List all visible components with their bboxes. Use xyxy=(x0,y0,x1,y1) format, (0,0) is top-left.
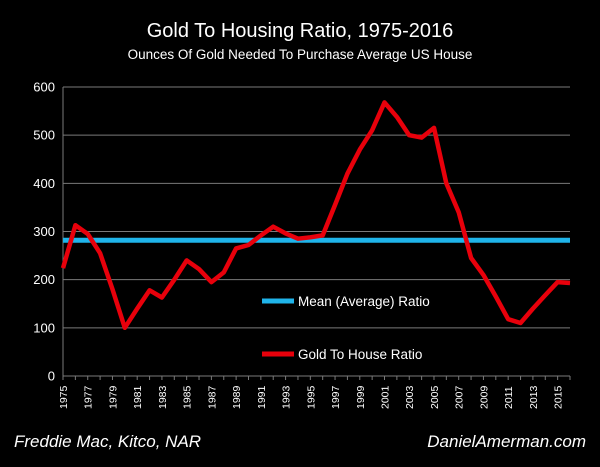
x-tick-label: 2015 xyxy=(553,385,565,409)
x-tick-label: 1991 xyxy=(256,385,268,409)
footer-site: DanielAmerman.com xyxy=(427,432,586,451)
x-tick-label: 1995 xyxy=(305,385,317,409)
x-tick-label: 1983 xyxy=(157,385,169,409)
footer-source: Freddie Mac, Kitco, NAR xyxy=(14,432,201,451)
legend-label-mean: Mean (Average) Ratio xyxy=(298,294,430,309)
x-tick-label: 2013 xyxy=(528,385,540,409)
x-tick-label: 1985 xyxy=(182,385,194,409)
x-tick-label: 1989 xyxy=(231,385,243,409)
chart-subtitle: Ounces Of Gold Needed To Purchase Averag… xyxy=(128,47,473,62)
x-tick-label: 2011 xyxy=(503,386,515,409)
y-tick-label: 500 xyxy=(33,128,55,143)
data-series xyxy=(60,100,571,331)
x-tick-label: 1975 xyxy=(58,385,70,409)
x-tick-label: 1997 xyxy=(330,385,342,409)
x-tick-label: 2009 xyxy=(478,385,490,409)
series-line-gold-house xyxy=(60,100,571,331)
x-tick-label: 1977 xyxy=(83,385,95,409)
gridlines xyxy=(62,86,570,377)
y-tick-label: 400 xyxy=(33,176,55,191)
chart-title: Gold To Housing Ratio, 1975-2016 xyxy=(147,20,454,42)
x-tick-label: 1981 xyxy=(132,385,144,409)
y-axis-ticks: 0 100 200 300 400 500 600 xyxy=(33,80,55,384)
x-tick-label: 2007 xyxy=(454,385,466,409)
x-tick-label: 1979 xyxy=(107,385,119,409)
legend-label-gold-house: Gold To House Ratio xyxy=(298,347,422,362)
x-tick-label: 1999 xyxy=(355,385,367,409)
x-tick-label: 1993 xyxy=(281,385,293,409)
x-tick-label: 2001 xyxy=(380,385,392,409)
x-axis-ticks: 1975 1977 1979 1981 1983 1985 1987 1989 1991 1993… xyxy=(58,376,571,409)
y-tick-label: 300 xyxy=(33,224,55,239)
y-tick-label: 100 xyxy=(33,320,55,335)
y-tick-label: 600 xyxy=(33,80,55,95)
y-tick-label: 200 xyxy=(33,272,55,287)
x-tick-label: 1987 xyxy=(206,385,218,409)
x-tick-label: 2003 xyxy=(404,385,416,409)
y-tick-label: 0 xyxy=(48,369,55,384)
x-tick-label: 2005 xyxy=(429,385,441,409)
legend: Mean (Average) Ratio Gold To House Ratio xyxy=(262,294,430,362)
